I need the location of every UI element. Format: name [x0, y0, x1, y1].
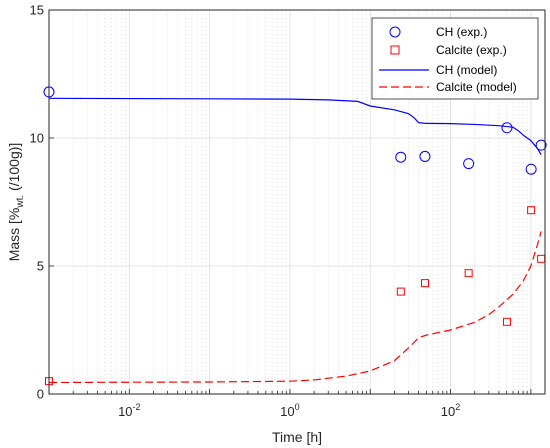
- legend-label-ch-model: CH (model): [436, 63, 497, 77]
- x-tick-label-exponent: -2: [133, 402, 141, 412]
- data-point-calcite-exp: [420, 279, 429, 288]
- y-axis-label-subscript: wt.: [15, 195, 26, 209]
- data-point-calcite-exp: [502, 317, 511, 326]
- legend-label-ch-exp: CH (exp.): [436, 25, 487, 39]
- y-axis-ticks: 0 5 10 15: [30, 3, 54, 402]
- legend-label-calcite-exp: Calcite (exp.): [436, 43, 507, 57]
- legend: CH (exp.) Calcite (exp.) CH (model) Calc…: [371, 17, 539, 100]
- x-tick-label: 100: [280, 402, 299, 419]
- plot-series: [43, 86, 547, 386]
- x-tick-label-exponent: 2: [455, 402, 460, 412]
- data-point-ch-exp: [463, 158, 475, 170]
- x-tick-label-exponent: 0: [295, 402, 300, 412]
- data-point-ch-exp: [501, 122, 513, 134]
- axes-box: [48, 9, 546, 395]
- data-point-ch-exp: [535, 139, 547, 151]
- y-tick-label: 5: [37, 259, 44, 274]
- x-tick-label-base: 10: [280, 404, 294, 419]
- series-line-calcite-model: [48, 231, 542, 384]
- x-axis-ticks: 10-2 100 102: [48, 389, 532, 419]
- legend-label-calcite-model: Calcite (model): [436, 80, 517, 94]
- legend-symbol-calcite-exp: [390, 45, 400, 55]
- y-tick-label: 10: [30, 131, 44, 146]
- data-point-ch-exp: [525, 163, 537, 175]
- y-axis-label-main: Mass [%: [6, 208, 22, 262]
- x-axis-label: Time [h]: [272, 429, 322, 445]
- legend-symbol-ch-exp: [389, 26, 401, 38]
- series-line-ch-model: [48, 97, 542, 155]
- x-tick-label-base: 10: [441, 404, 455, 419]
- x-tick-label: 102: [441, 402, 460, 419]
- data-point-calcite-exp: [464, 269, 473, 278]
- data-point-calcite-exp: [527, 206, 536, 215]
- data-point-ch-exp: [395, 151, 407, 163]
- x-tick-label-base: 10: [118, 404, 132, 419]
- y-axis-label-tail: (/100g)]: [6, 143, 22, 195]
- data-point-calcite-exp: [396, 287, 405, 296]
- x-tick-label: 10-2: [118, 402, 140, 419]
- y-axis-label: Mass [%wt. (/100g)]: [6, 143, 26, 262]
- data-point-ch-exp: [419, 150, 431, 162]
- y-tick-label: 0: [37, 387, 44, 402]
- y-tick-label: 15: [30, 3, 44, 18]
